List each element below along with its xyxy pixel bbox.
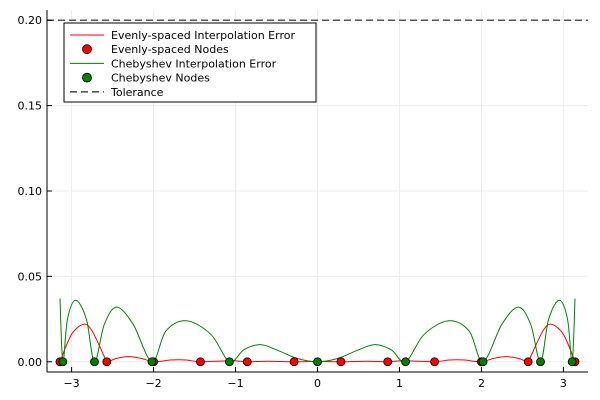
x-tick-label: 2 [478, 377, 485, 390]
chebyshev-node-marker [567, 357, 577, 367]
x-tick-label: −2 [145, 377, 161, 390]
x-tick-label: 3 [560, 377, 567, 390]
x-tick-label: −1 [227, 377, 243, 390]
marker-layer [55, 357, 580, 367]
legend-label: Evenly-spaced Interpolation Error [111, 29, 295, 42]
y-tick-label: 0.05 [18, 270, 43, 283]
chebyshev-node-marker [225, 357, 234, 367]
evenly-spaced-node-marker [242, 357, 252, 367]
legend-label: Chebyshev Interpolation Error [111, 57, 277, 70]
evenly-spaced-node-marker [430, 357, 439, 367]
evenly-spaced-node-marker [383, 357, 393, 367]
y-tick-label: 0.20 [18, 14, 43, 27]
legend-swatch-marker [82, 72, 92, 83]
chebyshev-node-marker [58, 357, 68, 367]
legend-label: Evenly-spaced Nodes [111, 43, 229, 56]
y-tick-label: 0.10 [18, 185, 43, 198]
evenly-spaced-node-marker [336, 357, 346, 367]
legend-label: Tolerance [110, 86, 164, 99]
x-tick-label: 0 [314, 377, 321, 390]
y-tick-label: 0.15 [18, 100, 43, 113]
evenly-spaced-node-marker [289, 357, 299, 367]
evenly-spaced-node-marker [523, 357, 533, 367]
chebyshev-node-marker [90, 357, 99, 367]
legend: Evenly-spaced Interpolation ErrorEvenly-… [63, 22, 317, 103]
chebyshev-node-marker [147, 357, 157, 367]
axis-layer: −3 −2 −1 0 1 2 3 0.00 0.05 0.10 0.15 0.20 [18, 10, 588, 390]
legend-label: Chebyshev Nodes [111, 72, 210, 85]
chebyshev-node-marker [401, 357, 410, 367]
chebyshev-node-marker [313, 357, 322, 367]
y-tick-label: 0.00 [18, 356, 43, 369]
legend-swatch-marker [82, 44, 92, 55]
chebyshev-node-marker [536, 357, 545, 367]
chebyshev-node-marker [478, 357, 488, 367]
evenly-spaced-node-marker [102, 357, 112, 367]
x-tick-label: 1 [396, 377, 403, 390]
evenly-spaced-node-marker [196, 357, 205, 367]
x-tick-label: −3 [63, 377, 79, 390]
legend-box [63, 22, 317, 103]
